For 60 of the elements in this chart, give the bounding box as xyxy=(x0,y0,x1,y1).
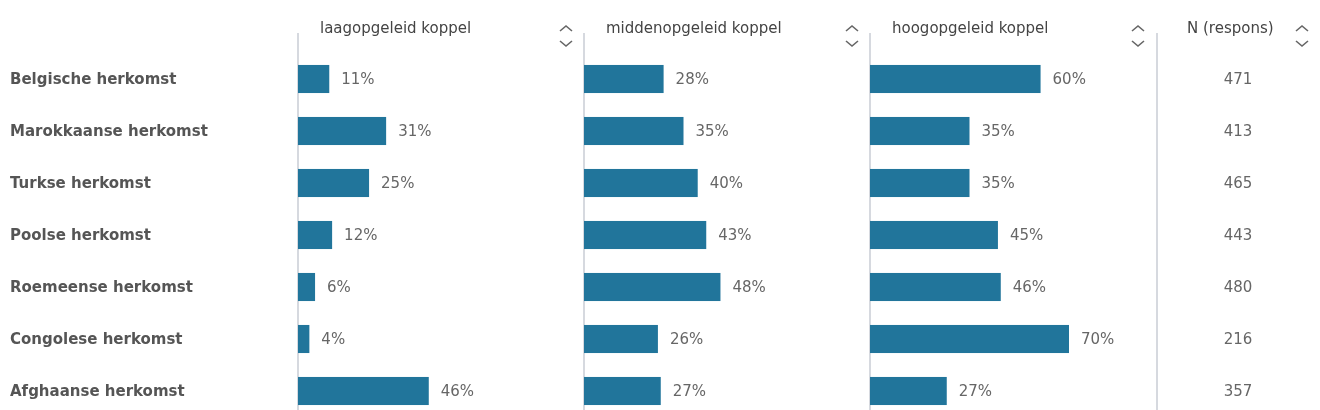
bar xyxy=(298,64,330,94)
bar xyxy=(870,168,970,198)
bar xyxy=(584,272,721,302)
bar xyxy=(298,376,429,406)
data-label: 40% xyxy=(709,174,744,193)
data-label: 413 xyxy=(1223,122,1253,141)
y-tick-label: Roemeense herkomst xyxy=(10,278,193,297)
data-label: 35% xyxy=(981,174,1015,193)
bar xyxy=(870,220,998,250)
bar xyxy=(298,272,316,302)
data-label: 480 xyxy=(1223,278,1253,297)
text: N (respons) xyxy=(1187,19,1274,37)
data-label: 471 xyxy=(1223,70,1253,89)
bar xyxy=(584,220,707,250)
bar xyxy=(870,272,1001,302)
data-label: 31% xyxy=(398,122,432,141)
data-label: 357 xyxy=(1223,382,1253,401)
bar xyxy=(584,324,658,354)
chart-title: middenopgeleid koppel xyxy=(606,19,782,37)
data-label: 35% xyxy=(981,122,1015,141)
data-label: 48% xyxy=(732,278,766,297)
data-label: 60% xyxy=(1052,70,1086,89)
chart-title: hoogopgeleid koppel xyxy=(892,19,1049,37)
data-label: 46% xyxy=(1012,278,1047,297)
data-label: 70% xyxy=(1081,330,1115,349)
y-tick-label: Belgische herkomst xyxy=(10,70,177,89)
chart-title: laagopgeleid koppel xyxy=(320,19,472,37)
bar xyxy=(584,64,664,94)
data-label: 27% xyxy=(672,382,707,401)
bar xyxy=(298,324,310,354)
bar xyxy=(298,220,333,250)
bar xyxy=(870,64,1041,94)
bar xyxy=(870,376,947,406)
bar xyxy=(584,116,684,146)
data-label: 26% xyxy=(669,330,704,349)
bar xyxy=(870,116,970,146)
data-label: 6% xyxy=(327,278,351,297)
data-label: 465 xyxy=(1223,174,1253,193)
bar xyxy=(870,324,1069,354)
data-label: 43% xyxy=(718,226,752,245)
data-label: 12% xyxy=(344,226,378,245)
bar xyxy=(584,376,661,406)
y-tick-label: Turkse herkomst xyxy=(10,174,151,193)
data-label: 35% xyxy=(695,122,729,141)
y-tick-label: Marokkaanse herkomst xyxy=(10,122,208,141)
data-label: 25% xyxy=(381,174,415,193)
data-label: 443 xyxy=(1223,226,1253,245)
data-label: 27% xyxy=(958,382,993,401)
bar xyxy=(584,168,698,198)
data-label: 28% xyxy=(675,70,709,89)
y-tick-label: Afghaanse herkomst xyxy=(10,382,185,401)
bar xyxy=(298,116,387,146)
bar xyxy=(298,168,370,198)
y-tick-label: Congolese herkomst xyxy=(10,330,183,349)
data-label: 46% xyxy=(440,382,475,401)
data-label: 4% xyxy=(321,330,346,349)
data-label: 11% xyxy=(341,70,375,89)
data-label: 45% xyxy=(1009,226,1044,245)
y-tick-label: Poolse herkomst xyxy=(10,226,151,245)
data-label: 216 xyxy=(1223,330,1253,349)
